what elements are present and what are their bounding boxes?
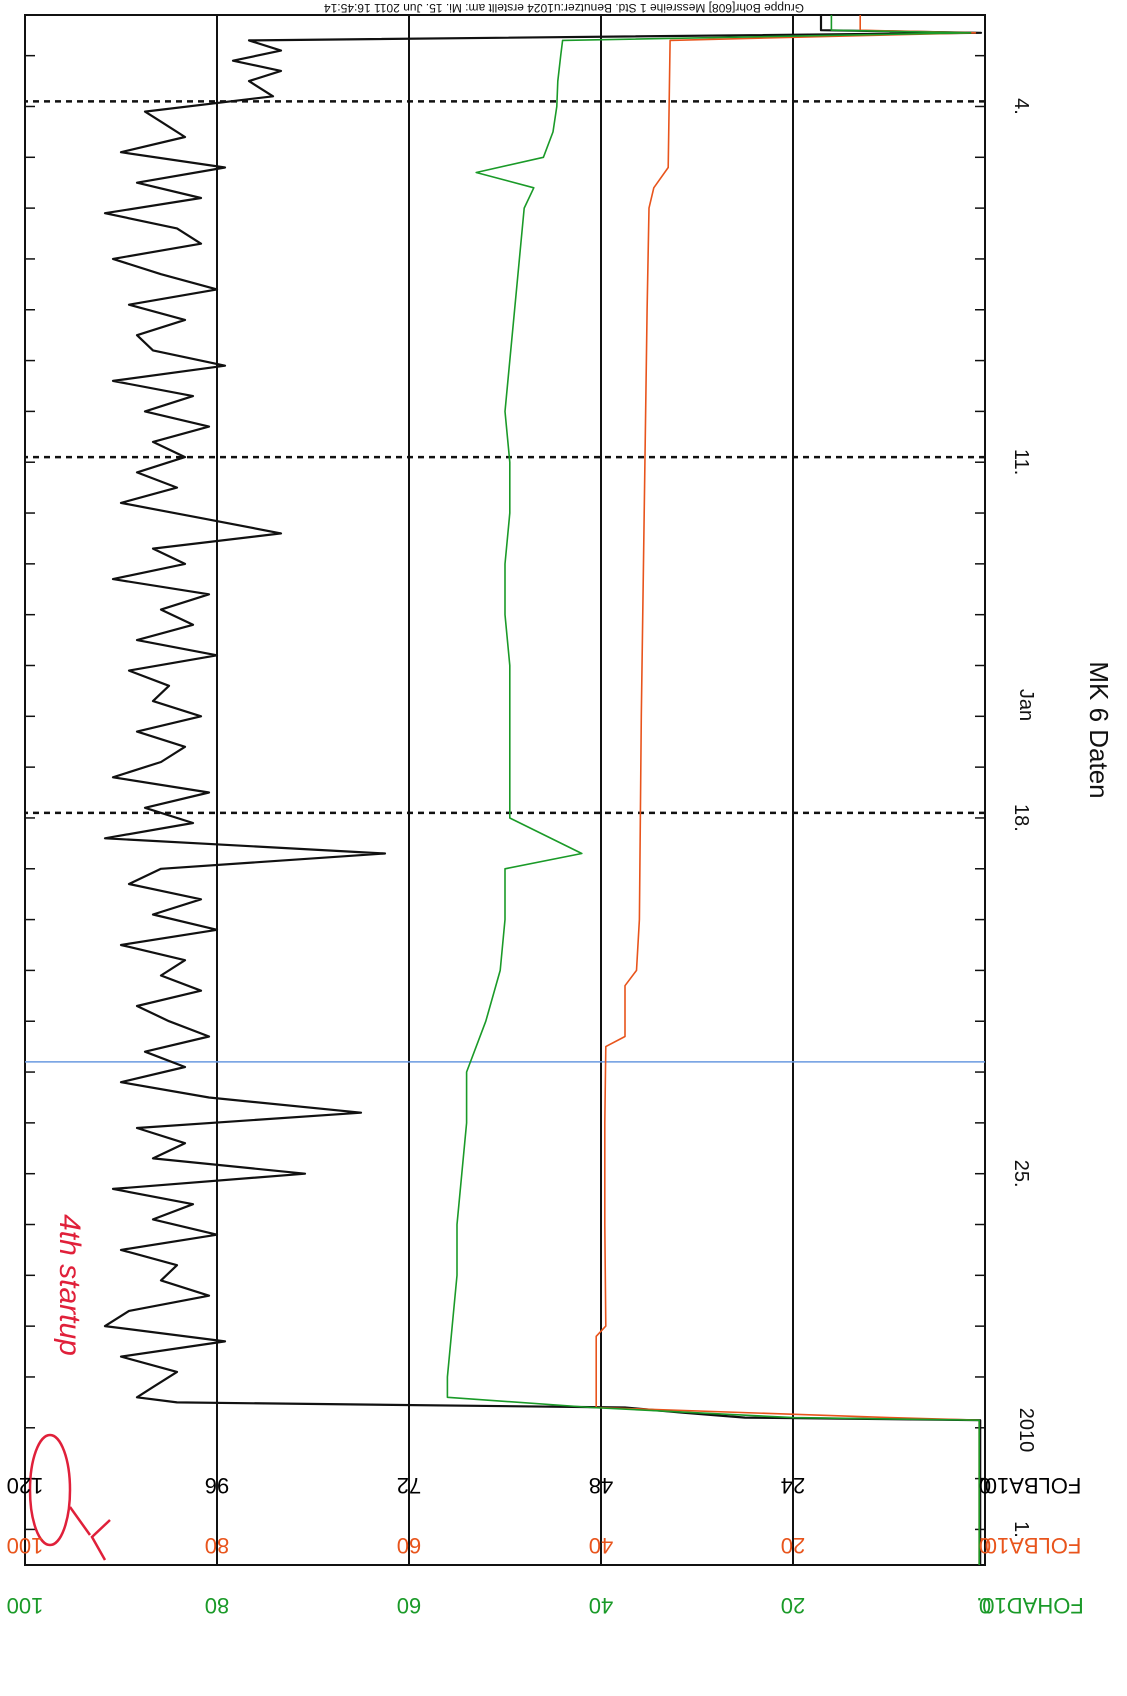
x-axis-label: Jan xyxy=(1015,689,1037,721)
y-tick-label: 24 xyxy=(781,1473,805,1498)
y-tick-label: 80 xyxy=(205,1593,229,1618)
series-line-1 xyxy=(103,15,983,1565)
y-axis-name: FOHAD10. xyxy=(976,1593,1084,1618)
x-axis-year: 2010 xyxy=(1015,1408,1037,1453)
axis-labels: 4. 11. 18. 25. 1. 2010 Jan MK 6 Daten 0 24 48 72 96 1… xyxy=(7,98,1114,1618)
y-tick-label: 0 xyxy=(979,1533,991,1558)
y-tick-label: 0 xyxy=(979,1473,991,1498)
y-tick-label: 100 xyxy=(7,1533,44,1558)
y-tick-label: 48 xyxy=(589,1473,613,1498)
plot-area xyxy=(24,14,986,1566)
y-tick-label: 20 xyxy=(781,1593,805,1618)
header-text: Gruppe Bohr[608] Messreihe 1 Std. Benutz… xyxy=(324,1,804,15)
y-tick-label: 80 xyxy=(205,1533,229,1558)
x-tick-label: 25. xyxy=(1010,1160,1032,1188)
y-tick-label: 40 xyxy=(589,1593,613,1618)
x-tick-label: 4. xyxy=(1010,98,1032,115)
y-tick-label: 20 xyxy=(781,1533,805,1558)
y-tick-label: 60 xyxy=(397,1593,421,1618)
y-tick-label: 40 xyxy=(589,1533,613,1558)
y-axis-name: FOLBA10. xyxy=(979,1473,1082,1498)
annotation-text: 4th startup xyxy=(53,1214,86,1356)
x-tick-label: 11. xyxy=(1010,449,1032,475)
y-tick-label: 72 xyxy=(397,1473,421,1498)
y-tick-label: 96 xyxy=(205,1473,229,1498)
y-axis-name: FOLBA10. xyxy=(979,1533,1082,1558)
series-line-3 xyxy=(446,15,980,1565)
y-tick-label: 100 xyxy=(7,1593,44,1618)
y-tick-label: 60 xyxy=(397,1533,421,1558)
plot-frame xyxy=(24,14,986,1566)
chart-title: MK 6 Daten xyxy=(1084,661,1114,798)
series-group xyxy=(103,15,983,1565)
x-tick-label: 18. xyxy=(1010,804,1032,832)
x-minor-ticks xyxy=(25,54,985,1531)
annotation-arrow-icon xyxy=(68,1506,111,1561)
annotation xyxy=(28,1433,111,1561)
annotation-ellipse xyxy=(28,1433,72,1547)
y-tick-label: 120 xyxy=(7,1473,44,1498)
grid xyxy=(25,15,985,1565)
y-tick-label: 0 xyxy=(979,1593,991,1618)
x-tick-label: 1. xyxy=(1010,1521,1032,1538)
series-line-2 xyxy=(595,15,980,1565)
